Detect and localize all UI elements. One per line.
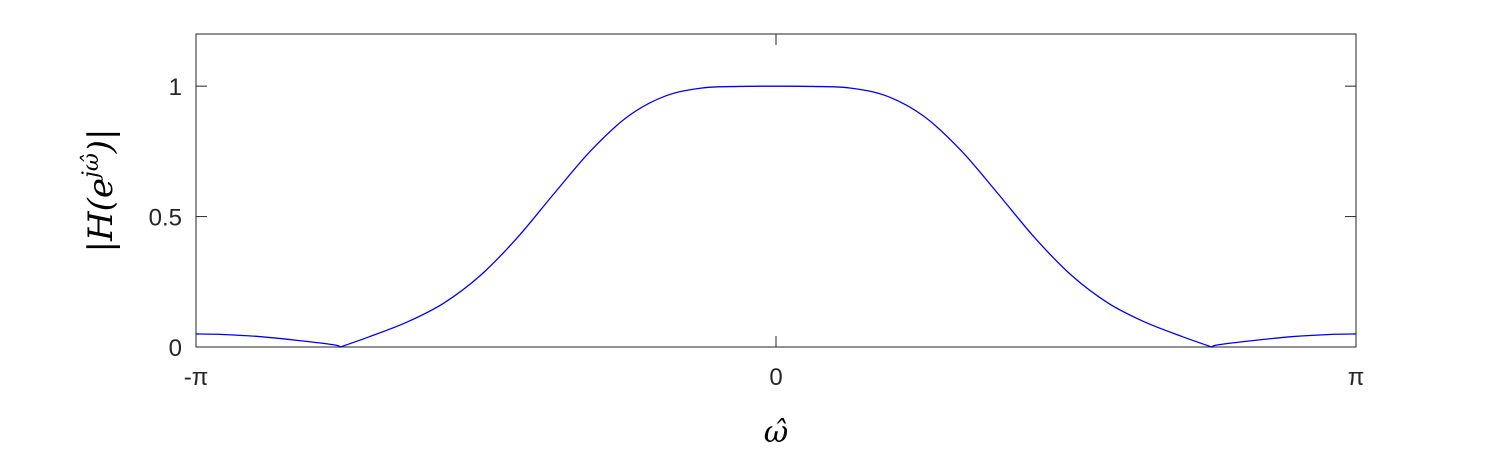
y-tick-label: 1	[169, 74, 182, 101]
y-axis-label: |H(ejω̂)|	[79, 129, 121, 253]
y-tick-label: 0	[169, 335, 182, 362]
y-tick-label: 0.5	[149, 205, 182, 232]
series-layer	[195, 85, 1357, 348]
x-tick-label: π	[1348, 364, 1365, 391]
y-axis-label-open: |H(	[81, 197, 121, 252]
y-axis-label-exponent: jω̂	[79, 153, 104, 183]
series-line-magnitude	[195, 85, 1357, 348]
y-axis-label-base: e	[81, 178, 121, 198]
x-axis-label: ω̂	[764, 415, 788, 450]
x-tick-label: -π	[184, 364, 209, 391]
axis-ticks: -π 0 π00.51	[149, 34, 1365, 391]
y-axis-label-close: )|	[81, 129, 121, 155]
x-tick-label: 0	[769, 364, 782, 391]
